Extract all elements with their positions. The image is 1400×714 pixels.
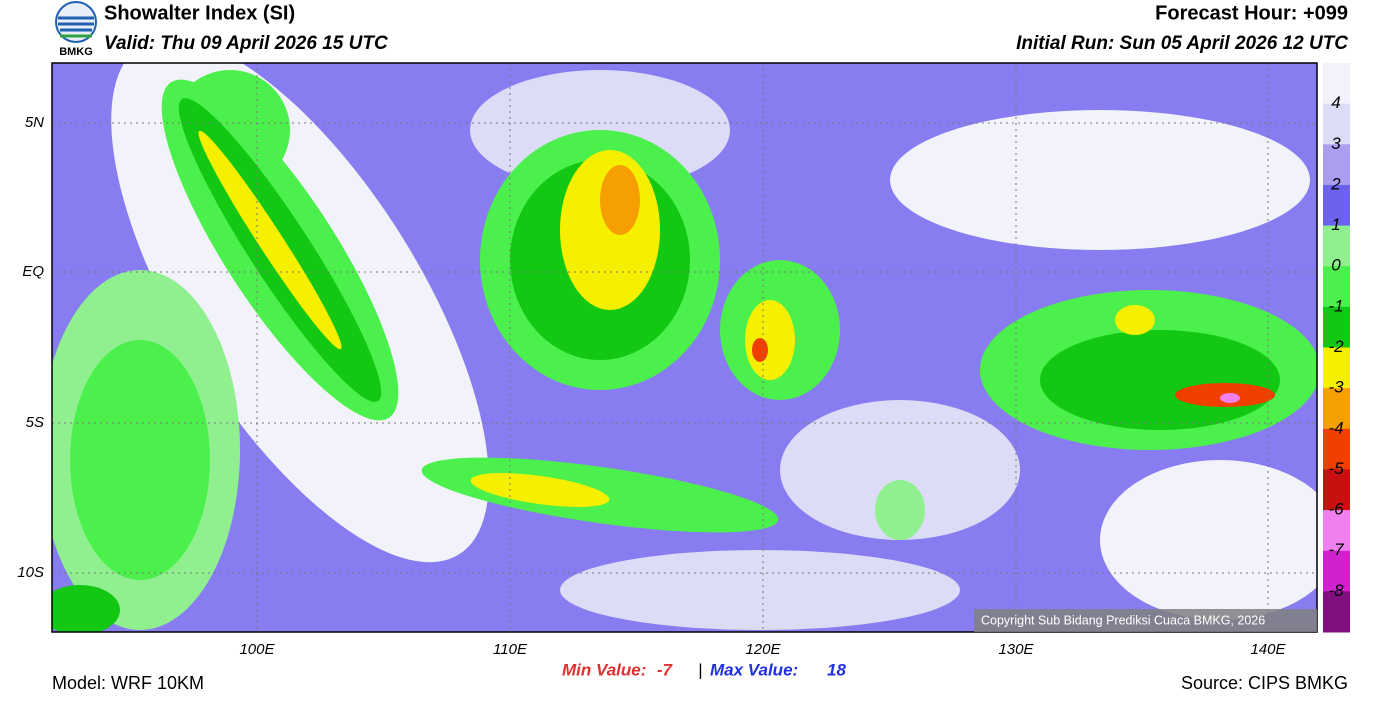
- colorbar: 4 3 2 1 0 -1 -2 -3 -4 -5 -6 -7 -8: [1323, 63, 1350, 633]
- map-field: [52, 63, 1317, 632]
- lon-label: 140E: [1250, 641, 1286, 658]
- colorbar-segment: [1323, 144, 1350, 186]
- colorbar-segment: [1323, 347, 1350, 389]
- colorbar-label: -8: [1328, 581, 1344, 600]
- copyright-box: [974, 609, 1317, 632]
- colorbar-label: -4: [1328, 418, 1343, 437]
- colorbar-segment: [1323, 591, 1350, 633]
- colorbar-label: 3: [1331, 134, 1341, 153]
- colorbar-label: -1: [1328, 296, 1343, 315]
- colorbar-segment: [1323, 510, 1350, 552]
- model: Model: WRF 10KM: [52, 673, 204, 693]
- forecast-hour: Forecast Hour: +099: [1155, 2, 1348, 24]
- max-value: 18: [827, 660, 846, 679]
- colorbar-segment: [1323, 225, 1350, 267]
- colorbar-label: 2: [1330, 174, 1341, 193]
- colorbar-label: 4: [1331, 93, 1340, 112]
- colorbar-label: -3: [1328, 378, 1344, 397]
- min-value: -7: [657, 660, 674, 679]
- colorbar-segment: [1323, 388, 1350, 430]
- colorbar-segment: [1323, 266, 1350, 308]
- colorbar-segment: [1323, 550, 1350, 592]
- colorbar-label: -6: [1328, 500, 1344, 519]
- colorbar-label: -7: [1328, 540, 1344, 559]
- initial-run: Initial Run: Sun 05 April 2026 12 UTC: [1016, 33, 1348, 54]
- colorbar-segment: [1323, 306, 1350, 348]
- logo-text: BMKG: [59, 46, 93, 58]
- lat-label: 10S: [17, 564, 44, 581]
- lon-label: 100E: [239, 641, 275, 658]
- max-label: Max Value:: [710, 660, 798, 679]
- colorbar-segment: [1323, 428, 1350, 470]
- lat-label: 5S: [26, 414, 44, 431]
- lon-label: 130E: [998, 641, 1034, 658]
- colorbar-segment: [1323, 184, 1350, 227]
- colorbar-label: -2: [1328, 337, 1344, 356]
- colorbar-segment: [1323, 63, 1350, 105]
- lat-label: 5N: [25, 114, 44, 131]
- min-max: Min Value: -7 | Max Value: 18: [562, 660, 846, 679]
- colorbar-label: 1: [1331, 215, 1340, 234]
- colorbar-label: -5: [1328, 459, 1344, 478]
- colorbar-label: 0: [1331, 256, 1341, 275]
- lat-label: EQ: [22, 263, 44, 280]
- logo: BMKG: [55, 1, 97, 58]
- colorbar-segment: [1323, 469, 1350, 511]
- valid-time: Valid: Thu 09 April 2026 15 UTC: [104, 33, 388, 54]
- separator: |: [698, 660, 702, 679]
- colorbar-segment: [1323, 103, 1350, 145]
- min-label: Min Value:: [562, 660, 646, 679]
- source: Source: CIPS BMKG: [1181, 673, 1348, 693]
- copyright: Copyright Sub Bidang Prediksi Cuaca BMKG…: [981, 613, 1265, 627]
- lon-label: 110E: [493, 641, 528, 658]
- title: Showalter Index (SI): [104, 2, 295, 24]
- map-frame: [51, 62, 1318, 633]
- lon-label: 120E: [745, 641, 781, 658]
- graticule: [52, 63, 1317, 632]
- axis-labels: 5N EQ 5S 10S 100E 110E 120E 130E 140E: [17, 114, 1286, 658]
